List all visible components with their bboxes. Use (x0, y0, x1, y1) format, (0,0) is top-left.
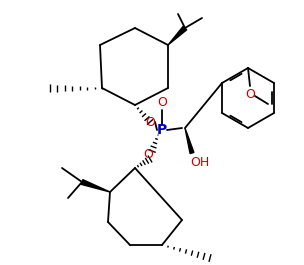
Polygon shape (185, 128, 194, 153)
Polygon shape (168, 26, 187, 45)
Text: O: O (145, 116, 155, 129)
Text: O: O (143, 148, 153, 161)
Text: OH: OH (190, 156, 210, 169)
Text: P: P (157, 123, 167, 137)
Text: O: O (245, 87, 255, 100)
Polygon shape (81, 180, 110, 192)
Text: O: O (157, 96, 167, 109)
